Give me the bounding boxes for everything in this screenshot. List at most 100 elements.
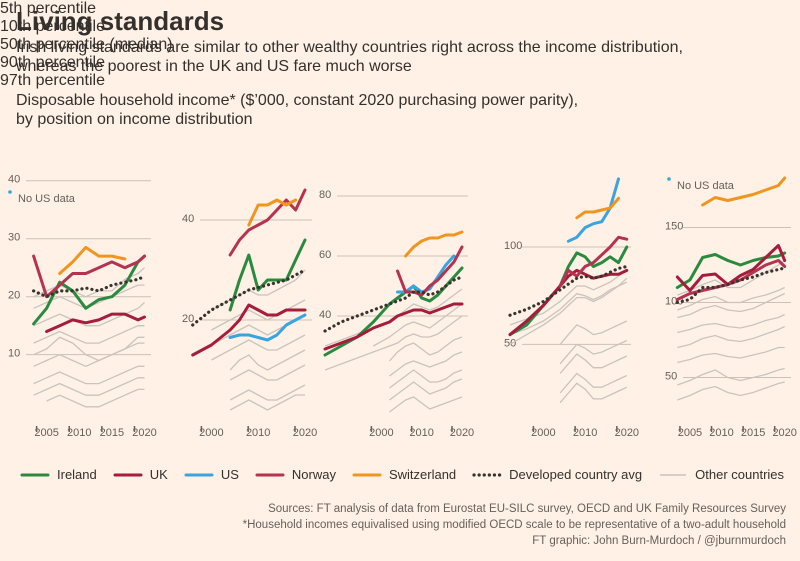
x-tick-label: 2020 (772, 427, 796, 439)
panel-title: 90th percentile (0, 54, 105, 71)
other-country-line (389, 369, 463, 389)
annotation: No US data (18, 193, 76, 205)
panel: 40 60 80 2000 2010 2020 (319, 189, 474, 439)
chart-heading: by position on income distribution (16, 111, 253, 128)
footnote: *Household incomes equivalised using mod… (242, 519, 786, 531)
other-country-line (229, 349, 306, 371)
other-country-line (677, 381, 785, 401)
series-line (508, 264, 629, 317)
other-country-line (677, 325, 785, 349)
series-line (32, 274, 147, 299)
legend-item: Developed country avg (472, 467, 642, 482)
legend-item: Switzerland (352, 467, 456, 482)
other-country-line (229, 394, 305, 411)
series-line (701, 176, 787, 207)
other-country-line (229, 364, 306, 381)
other-country-line (677, 367, 785, 386)
x-tick-label: 2005 (34, 427, 58, 439)
x-tick-label: 2020 (132, 427, 156, 439)
legend: Ireland UK US Norway Switzerland Developed co… (20, 467, 784, 482)
other-country-line (33, 336, 145, 362)
x-tick-label: 2000 (369, 427, 393, 439)
legend-swatch (660, 473, 687, 476)
series-line (228, 313, 307, 342)
legend-swatch (113, 473, 143, 476)
series-line (247, 198, 298, 227)
other-country-line (324, 315, 463, 371)
series-line (323, 275, 464, 333)
other-country-line (677, 313, 785, 334)
series-line (228, 238, 307, 312)
series-line (191, 268, 307, 327)
x-tick-label: 2005 (678, 427, 702, 439)
y-tick-label: 40 (8, 174, 20, 186)
x-tick-label: 2015 (100, 427, 124, 439)
y-tick-label: 150 (665, 220, 683, 232)
other-country-line (46, 388, 145, 408)
y-tick-label: 50 (665, 370, 677, 382)
legend-label: Ireland (57, 467, 97, 482)
panel-title: 50th percentile (median) (0, 36, 173, 53)
legend-swatch (255, 473, 285, 476)
x-tick-label: 2010 (573, 427, 597, 439)
legend-swatch (472, 472, 502, 477)
title: Living standards (16, 6, 225, 36)
series-line (228, 188, 307, 257)
x-tick-label: 2020 (450, 427, 474, 439)
panel: 50 100 2000 2010 2020 (504, 177, 639, 439)
legend-label: US (220, 467, 239, 482)
panel: 20 40 2000 2010 2020 (182, 188, 317, 439)
panel: 10 20 30 40 2005 2010 2015 2020 No US data (8, 174, 157, 439)
other-country-line (559, 382, 628, 404)
legend-label: Switzerland (388, 467, 457, 482)
other-country-line (389, 396, 463, 413)
legend-item: Norway (255, 467, 336, 482)
chart-heading: Disposable household income* ($’000, con… (16, 92, 579, 109)
y-tick-label: 10 (8, 348, 20, 360)
x-tick-label: 2015 (741, 427, 765, 439)
series-line (404, 230, 464, 258)
y-tick-label: 40 (182, 213, 194, 225)
other-country-line (559, 320, 628, 345)
legend-item: US (184, 467, 239, 482)
other-country-line (559, 372, 628, 394)
panel-title: 10th percentile (0, 18, 105, 35)
other-country-line (677, 346, 785, 364)
x-tick-label: 2000 (199, 427, 223, 439)
legend-swatch (352, 473, 382, 476)
other-country-line (229, 384, 306, 401)
x-tick-label: 2010 (246, 427, 270, 439)
x-tick-label: 2000 (531, 427, 555, 439)
series-line (675, 266, 787, 305)
legend-item: UK (113, 467, 168, 482)
annotation-dot (8, 190, 12, 194)
x-tick-label: 2020 (293, 427, 317, 439)
other-country-line (509, 281, 628, 345)
source-note: Sources: FT analysis of data from Eurost… (268, 503, 786, 515)
y-tick-label: 80 (319, 189, 331, 201)
other-country-line (509, 269, 628, 326)
legend-swatch (20, 473, 50, 476)
y-tick-label: 100 (504, 240, 522, 252)
legend-label: Norway (291, 467, 336, 482)
x-tick-label: 2010 (709, 427, 733, 439)
annotation-dot (667, 177, 671, 181)
other-country-line (33, 377, 145, 396)
other-country-line (211, 334, 306, 361)
legend-label: UK (149, 467, 168, 482)
other-country-line (559, 353, 628, 374)
legend-item: Other countries (658, 467, 784, 482)
x-tick-label: 2010 (67, 427, 91, 439)
legend-label: Other countries (695, 467, 785, 482)
series-line (32, 254, 146, 299)
other-country-line (211, 299, 306, 331)
other-country-line (509, 277, 628, 336)
y-tick-label: 20 (182, 313, 194, 325)
panel-title: 97th percentile (0, 72, 105, 89)
other-country-line (677, 259, 786, 296)
legend-label: Developed country avg (509, 467, 643, 482)
series-line (675, 244, 787, 292)
